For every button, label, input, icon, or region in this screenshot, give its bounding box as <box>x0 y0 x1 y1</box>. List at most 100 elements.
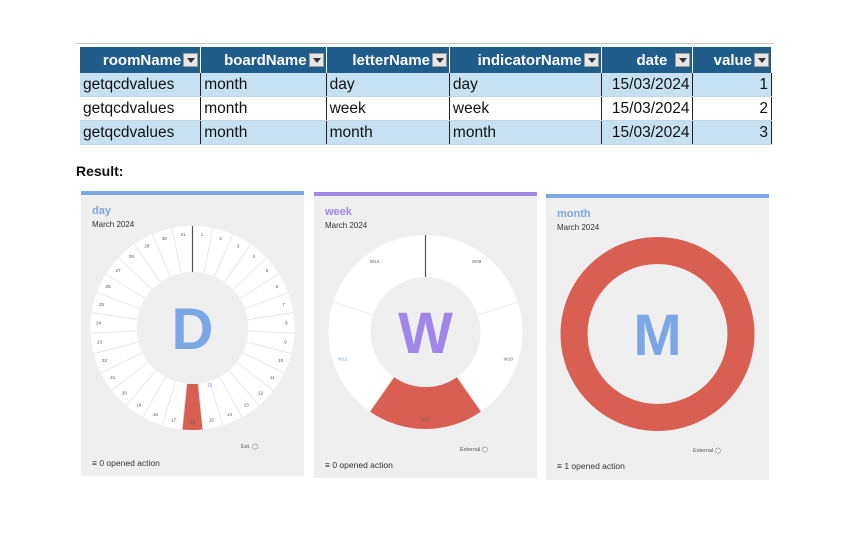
day-tick-label: 18 <box>153 412 159 417</box>
day-tick-label: 8 <box>285 321 288 326</box>
table-header-row: roomName boardName letterName indicatorN… <box>80 47 772 73</box>
segment-divider <box>236 361 274 391</box>
day-tick-label: 5 <box>266 268 269 273</box>
day-card[interactable]: day March 2024 1 2 3 4 5 6 7 8 9 10 11 12 13 14 15 16 17… <box>81 191 304 476</box>
segment-divider <box>242 352 285 374</box>
day-tick-label: 10 <box>278 358 284 363</box>
day-tick-label: 7 <box>282 302 285 307</box>
segment-divider <box>248 330 295 334</box>
external-label: External ◯ <box>460 447 488 453</box>
cell-date[interactable]: 15/03/2024 <box>601 96 694 121</box>
opened-actions-footer[interactable]: ≡ 1 opened action <box>557 461 625 471</box>
cell-value[interactable]: 1 <box>692 73 772 97</box>
segment-divider <box>244 292 289 309</box>
column-header-roomname[interactable]: roomName <box>80 47 202 73</box>
segment-divider <box>171 228 182 274</box>
segment-divider <box>151 234 171 277</box>
ring-hole <box>370 277 481 387</box>
segment-divider <box>142 376 166 418</box>
cell-boardname[interactable]: month <box>200 96 327 121</box>
filter-dropdown-icon[interactable] <box>183 53 199 67</box>
cell-roomname[interactable]: getqcdvalues <box>80 120 202 145</box>
segment-divider <box>246 341 292 354</box>
filter-dropdown-icon[interactable] <box>308 53 324 67</box>
segment-divider <box>247 312 294 320</box>
cell-indicatorname[interactable]: month <box>449 120 602 145</box>
cell-lettername[interactable]: day <box>326 73 450 97</box>
cell-roomname[interactable]: getqcdvalues <box>80 96 202 121</box>
opened-actions-footer[interactable]: ≡ 0 opened action <box>325 460 393 470</box>
day-tick-label: 11 <box>270 375 275 380</box>
table-row: getqcdvalues month day day 15/03/2024 1 <box>80 73 772 97</box>
segment-divider <box>369 376 395 412</box>
refresh-icon[interactable]: ◯ <box>481 447 488 453</box>
cell-boardname[interactable]: month <box>200 120 327 145</box>
refresh-icon[interactable]: ◯ <box>252 444 259 450</box>
cell-lettername[interactable]: week <box>326 96 450 121</box>
list-icon: ≡ <box>92 458 97 468</box>
refresh-icon[interactable]: ◯ <box>714 448 721 454</box>
segment-divider <box>224 244 252 283</box>
segment-divider <box>477 301 518 316</box>
list-icon: ≡ <box>325 460 330 470</box>
week-label: W10 <box>504 356 514 361</box>
cell-indicatorname[interactable]: day <box>449 73 602 97</box>
today-label: 15 <box>207 383 213 389</box>
week-card[interactable]: week March 2024 W09 W10 W11 W12 W13 W Externa… <box>314 192 537 478</box>
cell-roomname[interactable]: getqcdvalues <box>80 73 202 97</box>
segment-divider <box>90 330 137 334</box>
day-tick-label: 13 <box>244 403 250 408</box>
card-letter: D <box>172 297 214 362</box>
card-accent-bar <box>81 191 304 195</box>
cell-value[interactable]: 3 <box>692 120 772 145</box>
column-header-date[interactable]: date <box>601 47 694 73</box>
filter-dropdown-icon[interactable] <box>754 53 769 67</box>
segment-divider <box>111 361 149 391</box>
day-tick-label: 15 <box>209 418 215 423</box>
filter-dropdown-icon[interactable] <box>583 53 599 67</box>
cell-indicatorname[interactable]: week <box>449 96 602 121</box>
column-header-indicatorname[interactable]: indicatorName <box>449 47 602 73</box>
day-tick-label: 20 <box>122 390 128 395</box>
week-label: W12 <box>338 356 348 361</box>
cell-boardname[interactable]: month <box>200 73 327 97</box>
ring-hole <box>587 264 728 404</box>
column-header-value[interactable]: value <box>692 47 772 73</box>
month-card[interactable]: month March 2024 M External ◯ ≡ 1 opened… <box>546 194 769 480</box>
column-header-boardname[interactable]: boardName <box>200 47 327 73</box>
segment-divider <box>181 383 188 430</box>
filter-dropdown-icon[interactable] <box>431 53 447 67</box>
card-title: week <box>325 206 352 218</box>
cell-date[interactable]: 15/03/2024 <box>601 120 694 145</box>
opened-actions-footer[interactable]: ≡ 0 opened action <box>92 458 160 468</box>
card-title: month <box>557 208 591 220</box>
segment-divider <box>232 257 267 290</box>
cell-value[interactable]: 2 <box>692 96 772 121</box>
column-header-lettername[interactable]: letterName <box>326 47 450 73</box>
day-tick-label: 27 <box>116 268 122 273</box>
day-tick-label: 14 <box>227 412 233 417</box>
segment-divider <box>228 370 260 406</box>
cell-lettername[interactable]: month <box>326 120 450 145</box>
card-title: day <box>92 205 111 217</box>
card-subtitle: March 2024 <box>557 223 600 232</box>
card-accent-bar <box>546 194 769 198</box>
segment-divider <box>125 370 157 406</box>
segment-divider <box>105 273 146 299</box>
segment-divider <box>161 381 177 426</box>
ring-hole <box>136 272 249 384</box>
segment-divider <box>333 301 374 316</box>
card-letter: M <box>633 303 681 368</box>
day-tick-label: 12 <box>258 390 264 395</box>
cell-date[interactable]: 15/03/2024 <box>601 73 694 97</box>
segment-divider <box>133 244 161 283</box>
day-tick-label: 16 <box>190 420 196 425</box>
segment-divider <box>456 376 482 412</box>
day-tick-label: 29 <box>144 243 150 248</box>
card-accent-bar <box>314 192 537 196</box>
day-tick-label: 4 <box>252 254 255 259</box>
segment-divider <box>118 257 153 290</box>
card-subtitle: March 2024 <box>92 220 135 229</box>
filter-dropdown-icon[interactable] <box>675 53 691 67</box>
segment-divider <box>93 341 139 354</box>
